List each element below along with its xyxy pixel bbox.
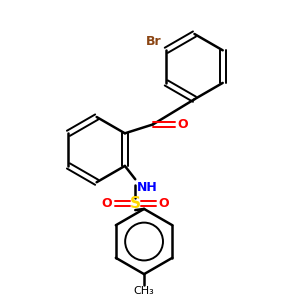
Text: CH₃: CH₃: [134, 286, 154, 296]
Text: NH: NH: [137, 181, 158, 194]
Text: O: O: [178, 118, 188, 131]
Text: O: O: [158, 197, 169, 210]
Text: O: O: [101, 197, 112, 210]
Text: Br: Br: [146, 35, 162, 48]
Text: S: S: [130, 196, 141, 211]
